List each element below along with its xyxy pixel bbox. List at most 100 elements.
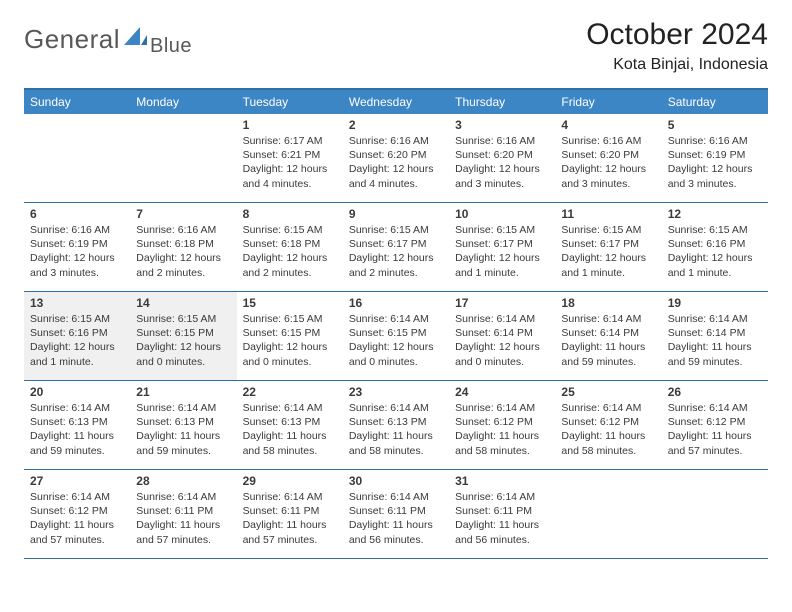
day-number: 17: [455, 296, 549, 310]
dow-monday: Monday: [130, 90, 236, 114]
day-info: Sunrise: 6:17 AMSunset: 6:21 PMDaylight:…: [243, 134, 337, 191]
day-info: Sunrise: 6:14 AMSunset: 6:13 PMDaylight:…: [349, 401, 443, 458]
dow-thursday: Thursday: [449, 90, 555, 114]
dow-tuesday: Tuesday: [237, 90, 343, 114]
day-cell: 23 Sunrise: 6:14 AMSunset: 6:13 PMDayligh…: [343, 381, 449, 469]
day-cell-empty: [24, 114, 130, 202]
day-cell: 30 Sunrise: 6:14 AMSunset: 6:11 PMDayligh…: [343, 470, 449, 558]
day-number: 24: [455, 385, 549, 399]
dow-wednesday: Wednesday: [343, 90, 449, 114]
day-cell: 4 Sunrise: 6:16 AMSunset: 6:20 PMDaylight…: [555, 114, 661, 202]
week-row: 20 Sunrise: 6:14 AMSunset: 6:13 PMDayligh…: [24, 381, 768, 470]
day-info: Sunrise: 6:14 AMSunset: 6:14 PMDaylight:…: [668, 312, 762, 369]
dow-row: SundayMondayTuesdayWednesdayThursdayFrid…: [24, 90, 768, 114]
day-cell: 21Sunrise: 6:14 AMSunset: 6:13 PMDayligh…: [130, 381, 236, 469]
day-info: Sunrise: 6:15 AMSunset: 6:17 PMDaylight:…: [455, 223, 549, 280]
header: General Blue October 2024 Kota Binjai, I…: [24, 18, 768, 74]
day-info: Sunrise: 6:16 AMSunset: 6:20 PMDaylight:…: [561, 134, 655, 191]
page-title: October 2024: [586, 18, 768, 52]
day-info: Sunrise: 6:14 AMSunset: 6:11 PMDaylight:…: [243, 490, 337, 547]
day-cell: 26Sunrise: 6:14 AMSunset: 6:12 PMDayligh…: [662, 381, 768, 469]
day-cell: 27 Sunrise: 6:14 AMSunset: 6:12 PMDayligh…: [24, 470, 130, 558]
day-number: 16: [349, 296, 443, 310]
day-number: 6: [30, 207, 124, 221]
week-row: 13 Sunrise: 6:15 AMSunset: 6:16 PMDayligh…: [24, 292, 768, 381]
week-row: 1 Sunrise: 6:17 AMSunset: 6:21 PMDaylight…: [24, 114, 768, 203]
day-number: 15: [243, 296, 337, 310]
day-cell: 10 Sunrise: 6:15 AMSunset: 6:17 PMDayligh…: [449, 203, 555, 291]
day-cell: 14Sunrise: 6:15 AMSunset: 6:15 PMDayligh…: [130, 292, 236, 380]
day-number: 2: [349, 118, 443, 132]
day-cell: 7 Sunrise: 6:16 AMSunset: 6:18 PMDaylight…: [130, 203, 236, 291]
day-cell: 13 Sunrise: 6:15 AMSunset: 6:16 PMDayligh…: [24, 292, 130, 380]
day-cell: 24 Sunrise: 6:14 AMSunset: 6:12 PMDayligh…: [449, 381, 555, 469]
day-number: 27: [30, 474, 124, 488]
day-number: 25: [561, 385, 655, 399]
day-info: Sunrise: 6:15 AMSunset: 6:15 PMDaylight:…: [243, 312, 337, 369]
day-cell: 15 Sunrise: 6:15 AMSunset: 6:15 PMDayligh…: [237, 292, 343, 380]
day-cell-empty: [662, 470, 768, 558]
logo-text-a: General: [24, 24, 120, 55]
day-info: Sunrise: 6:14 AMSunset: 6:12 PMDaylight:…: [30, 490, 124, 547]
day-cell-empty: [130, 114, 236, 202]
day-number: 30: [349, 474, 443, 488]
day-info: Sunrise: 6:14 AMSunset: 6:11 PMDaylight:…: [136, 490, 230, 547]
day-number: 19: [668, 296, 762, 310]
day-number: 8: [243, 207, 337, 221]
sail-icon: [122, 25, 148, 54]
day-info: Sunrise: 6:14 AMSunset: 6:15 PMDaylight:…: [349, 312, 443, 369]
day-number: 7: [136, 207, 230, 221]
day-info: Sunrise: 6:14 AMSunset: 6:12 PMDaylight:…: [561, 401, 655, 458]
day-number: 9: [349, 207, 443, 221]
day-info: Sunrise: 6:15 AMSunset: 6:18 PMDaylight:…: [243, 223, 337, 280]
day-number: 28: [136, 474, 230, 488]
day-info: Sunrise: 6:15 AMSunset: 6:17 PMDaylight:…: [349, 223, 443, 280]
day-number: 11: [561, 207, 655, 221]
day-info: Sunrise: 6:16 AMSunset: 6:19 PMDaylight:…: [668, 134, 762, 191]
day-number: 20: [30, 385, 124, 399]
day-number: 18: [561, 296, 655, 310]
day-cell: 20Sunrise: 6:14 AMSunset: 6:13 PMDayligh…: [24, 381, 130, 469]
calendar: SundayMondayTuesdayWednesdayThursdayFrid…: [24, 88, 768, 559]
day-info: Sunrise: 6:14 AMSunset: 6:12 PMDaylight:…: [668, 401, 762, 458]
day-info: Sunrise: 6:14 AMSunset: 6:12 PMDaylight:…: [455, 401, 549, 458]
day-info: Sunrise: 6:15 AMSunset: 6:16 PMDaylight:…: [30, 312, 124, 369]
day-info: Sunrise: 6:15 AMSunset: 6:17 PMDaylight:…: [561, 223, 655, 280]
day-cell: 6Sunrise: 6:16 AMSunset: 6:19 PMDaylight…: [24, 203, 130, 291]
logo-text-b: Blue: [150, 37, 192, 55]
day-number: 4: [561, 118, 655, 132]
day-number: 10: [455, 207, 549, 221]
day-info: Sunrise: 6:15 AMSunset: 6:15 PMDaylight:…: [136, 312, 230, 369]
day-number: 13: [30, 296, 124, 310]
day-number: 1: [243, 118, 337, 132]
day-cell: 12Sunrise: 6:15 AMSunset: 6:16 PMDayligh…: [662, 203, 768, 291]
week-row: 27 Sunrise: 6:14 AMSunset: 6:12 PMDayligh…: [24, 470, 768, 559]
day-info: Sunrise: 6:14 AMSunset: 6:14 PMDaylight:…: [455, 312, 549, 369]
day-info: Sunrise: 6:14 AMSunset: 6:11 PMDaylight:…: [349, 490, 443, 547]
day-info: Sunrise: 6:16 AMSunset: 6:20 PMDaylight:…: [455, 134, 549, 191]
day-number: 21: [136, 385, 230, 399]
logo: General Blue: [24, 18, 192, 55]
day-cell: 3Sunrise: 6:16 AMSunset: 6:20 PMDaylight…: [449, 114, 555, 202]
day-info: Sunrise: 6:16 AMSunset: 6:20 PMDaylight:…: [349, 134, 443, 191]
day-info: Sunrise: 6:14 AMSunset: 6:13 PMDaylight:…: [243, 401, 337, 458]
day-cell: 28 Sunrise: 6:14 AMSunset: 6:11 PMDayligh…: [130, 470, 236, 558]
dow-sunday: Sunday: [24, 90, 130, 114]
day-cell: 17 Sunrise: 6:14 AMSunset: 6:14 PMDayligh…: [449, 292, 555, 380]
day-info: Sunrise: 6:16 AMSunset: 6:18 PMDaylight:…: [136, 223, 230, 280]
day-cell: 1 Sunrise: 6:17 AMSunset: 6:21 PMDaylight…: [237, 114, 343, 202]
location: Kota Binjai, Indonesia: [586, 56, 768, 74]
day-cell: 22Sunrise: 6:14 AMSunset: 6:13 PMDayligh…: [237, 381, 343, 469]
day-cell: 2 Sunrise: 6:16 AMSunset: 6:20 PMDaylight…: [343, 114, 449, 202]
day-cell: 18 Sunrise: 6:14 AMSunset: 6:14 PMDayligh…: [555, 292, 661, 380]
day-cell: 31 Sunrise: 6:14 AMSunset: 6:11 PMDayligh…: [449, 470, 555, 558]
day-number: 12: [668, 207, 762, 221]
day-number: 31: [455, 474, 549, 488]
day-info: Sunrise: 6:14 AMSunset: 6:11 PMDaylight:…: [455, 490, 549, 547]
day-cell: 29Sunrise: 6:14 AMSunset: 6:11 PMDayligh…: [237, 470, 343, 558]
day-info: Sunrise: 6:14 AMSunset: 6:14 PMDaylight:…: [561, 312, 655, 369]
dow-saturday: Saturday: [662, 90, 768, 114]
day-number: 23: [349, 385, 443, 399]
week-row: 6Sunrise: 6:16 AMSunset: 6:19 PMDaylight…: [24, 203, 768, 292]
title-block: October 2024 Kota Binjai, Indonesia: [586, 18, 768, 74]
